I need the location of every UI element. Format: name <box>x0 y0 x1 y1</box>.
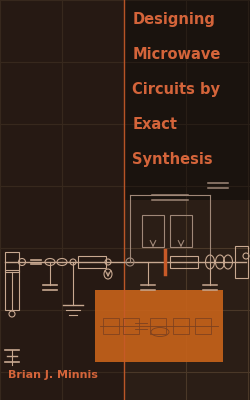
Text: Microwave: Microwave <box>132 47 220 62</box>
Bar <box>150 318 165 334</box>
Text: Brian J. Minnis: Brian J. Minnis <box>8 370 98 380</box>
Bar <box>94 290 222 362</box>
Bar <box>124 0 250 200</box>
Bar <box>169 256 197 268</box>
Bar <box>172 318 188 334</box>
Text: Circuits by: Circuits by <box>132 82 219 97</box>
Bar <box>102 318 118 334</box>
Text: Designing: Designing <box>132 12 214 27</box>
Text: Synthesis: Synthesis <box>132 152 212 167</box>
Bar <box>169 215 191 247</box>
Bar <box>5 252 19 272</box>
Bar <box>5 270 19 310</box>
Text: Exact: Exact <box>132 117 176 132</box>
Bar <box>194 318 210 334</box>
Bar <box>78 256 106 268</box>
Bar <box>234 246 247 278</box>
Bar <box>142 215 163 247</box>
Bar <box>122 318 138 334</box>
Bar <box>0 0 124 400</box>
